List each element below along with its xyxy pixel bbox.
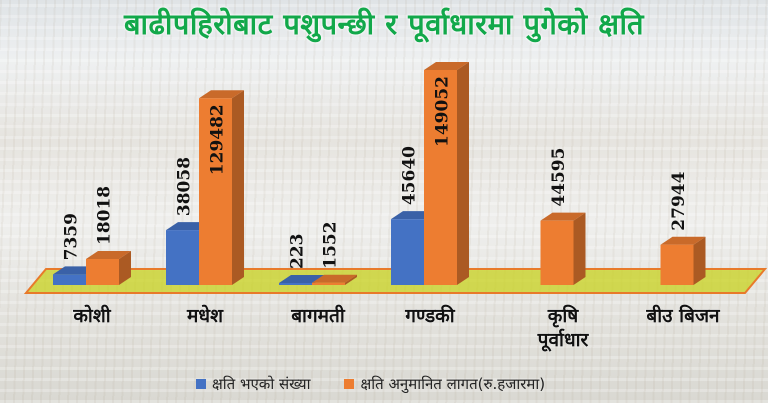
legend-label: क्षति भएको संख्या: [212, 375, 311, 393]
bar-side: [345, 274, 357, 285]
chart-title: बाढीपहिरोबाट पशुपन्छी र पूर्वाधारमा पुगे…: [123, 7, 645, 41]
bar: [312, 282, 345, 285]
legend: क्षति भएको संख्या क्षति अनुमानित लागत(रु…: [196, 374, 545, 394]
category-label: कृषि: [547, 304, 580, 328]
legend-swatch-blue: [196, 379, 206, 389]
category-label: पूर्वाधार: [537, 328, 590, 352]
bar-top: [279, 275, 324, 283]
bar-top: [199, 90, 244, 99]
data-label: 7359: [62, 213, 82, 260]
bar-top: [540, 212, 586, 221]
bar-top: [312, 274, 357, 283]
category-label: गण्डकी: [404, 304, 455, 327]
data-label: 129482: [208, 104, 228, 175]
bar: [424, 70, 457, 285]
bar-side: [457, 62, 469, 285]
bar: [166, 230, 199, 285]
bar-side: [232, 90, 244, 286]
bar-side: [573, 212, 586, 285]
data-label: 149052: [433, 76, 453, 147]
category-label: मधेश: [186, 304, 224, 327]
category-label: बीउ बिजन: [645, 304, 721, 327]
bar-top: [86, 251, 131, 260]
data-label: 27944: [669, 171, 689, 230]
legend-label: क्षति अनुमानित लागत(रु.हजारमा): [360, 375, 546, 393]
bar-side: [119, 251, 131, 285]
data-label: 223: [288, 234, 308, 270]
bar: [391, 219, 424, 285]
bar-top: [660, 236, 706, 245]
bar-top: [424, 62, 469, 70]
bar: [199, 98, 232, 286]
legend-item-count: क्षति भएको संख्या: [196, 374, 310, 394]
bar: [540, 220, 574, 285]
bar-side: [693, 236, 706, 285]
category-label: कोशी: [72, 304, 111, 327]
data-label: 45640: [400, 146, 420, 205]
data-label: 18018: [95, 186, 115, 245]
category-label: बागमती: [290, 304, 346, 327]
data-label: 38058: [175, 157, 195, 216]
data-label: 1552: [321, 221, 341, 268]
legend-item-cost: क्षति अनुमानित लागत(रु.हजारमा): [344, 374, 545, 394]
legend-swatch-orange: [344, 379, 355, 389]
data-label: 44595: [549, 148, 569, 207]
bar: [86, 259, 119, 285]
bar: [660, 244, 694, 285]
bar: [53, 274, 86, 285]
bar: [279, 283, 312, 285]
